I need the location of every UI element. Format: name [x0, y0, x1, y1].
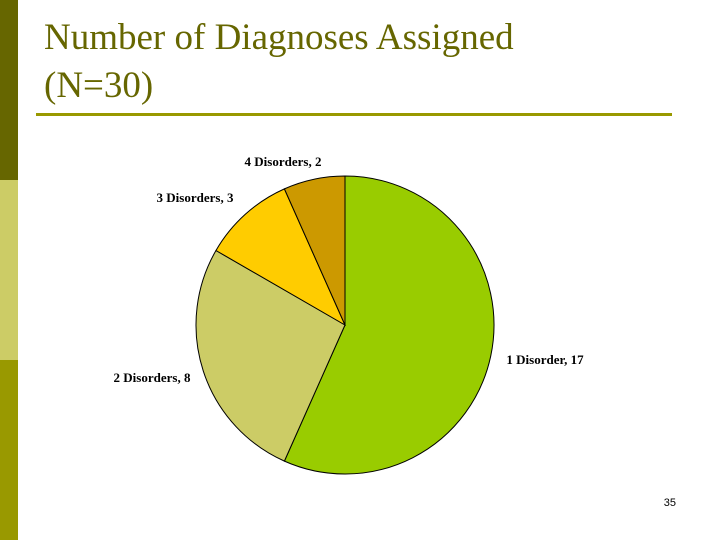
sidebar-top-band	[0, 0, 18, 180]
page-number: 35	[663, 497, 676, 509]
pie-slice-3	[215, 188, 347, 327]
slice-label-4: 4 Disorders, 2	[245, 154, 322, 169]
slide-title-line-2: (N=30)	[44, 65, 154, 106]
slice-label-1: 1 Disorder, 17	[506, 352, 584, 367]
pie-slice-4	[283, 175, 346, 326]
pie-slice-1	[283, 175, 495, 475]
slide-title: Number of Diagnoses Assigned (N=30)	[44, 14, 664, 110]
pie-slice-2	[195, 249, 346, 462]
sidebar-middle-band	[0, 180, 18, 360]
slide-title-line-1: Number of Diagnoses Assigned	[44, 17, 514, 58]
slice-label-2: 2 Disorders, 8	[114, 370, 191, 385]
sidebar-bottom-band	[0, 360, 18, 540]
slice-label-3: 3 Disorders, 3	[157, 190, 234, 205]
title-underline	[36, 113, 672, 116]
